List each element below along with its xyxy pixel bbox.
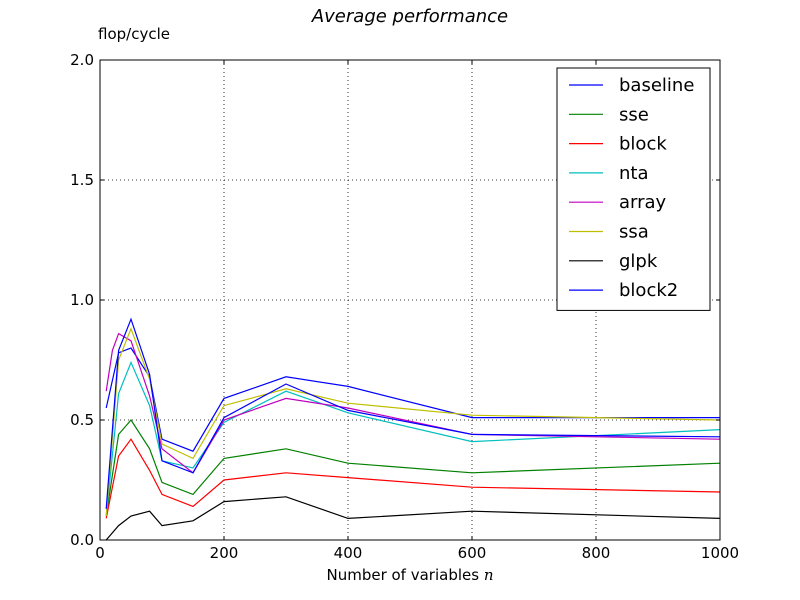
series-line-baseline bbox=[105, 347, 720, 452]
legend-label-array: array bbox=[619, 192, 667, 213]
x-axis-label-variable: n bbox=[483, 566, 494, 584]
legend-label-glpk: glpk bbox=[619, 251, 658, 272]
x-tick-label: 600 bbox=[458, 544, 487, 562]
series-line-nta bbox=[105, 360, 721, 517]
series-line-ssa bbox=[105, 327, 721, 517]
y-tick-label: 0.5 bbox=[70, 411, 94, 429]
series-line-sse bbox=[105, 419, 721, 517]
series-line-block bbox=[105, 438, 721, 519]
x-tick-label: 1000 bbox=[701, 544, 739, 562]
legend-label-block: block bbox=[619, 134, 667, 155]
y-tick-label: 1.0 bbox=[70, 291, 94, 309]
y-axis-label: flop/cycle bbox=[98, 25, 170, 43]
legend-label-block2: block2 bbox=[619, 280, 678, 301]
y-tick-label: 1.5 bbox=[70, 171, 94, 189]
y-tick-label: 2.0 bbox=[70, 51, 94, 69]
x-tick-label: 0 bbox=[95, 544, 105, 562]
x-tick-label: 400 bbox=[334, 544, 363, 562]
legend-label-nta: nta bbox=[619, 163, 649, 184]
legend-label-ssa: ssa bbox=[619, 222, 649, 243]
chart-title: Average performance bbox=[311, 6, 509, 27]
legend-label-baseline: baseline bbox=[619, 75, 694, 96]
series-lines bbox=[105, 317, 721, 541]
series-line-block2 bbox=[105, 317, 721, 509]
legend: baseline sse block nta array ssa glpk block2 bbox=[556, 67, 711, 311]
x-axis-label: Number of variables n bbox=[0, 566, 800, 584]
y-tick-label: 0.0 bbox=[70, 531, 94, 549]
x-tick-label: 800 bbox=[582, 544, 611, 562]
series-line-array bbox=[105, 332, 721, 474]
x-tick-label: 200 bbox=[210, 544, 239, 562]
legend-label-sse: sse bbox=[619, 104, 649, 125]
axis-ticks: 0 200 400 600 800 1000 0.0 0.5 1.0 1.5 2.0 bbox=[70, 51, 739, 562]
x-axis-label-text: Number of variables bbox=[326, 566, 480, 584]
series-line-glpk bbox=[105, 496, 721, 541]
legend-box bbox=[556, 67, 711, 311]
